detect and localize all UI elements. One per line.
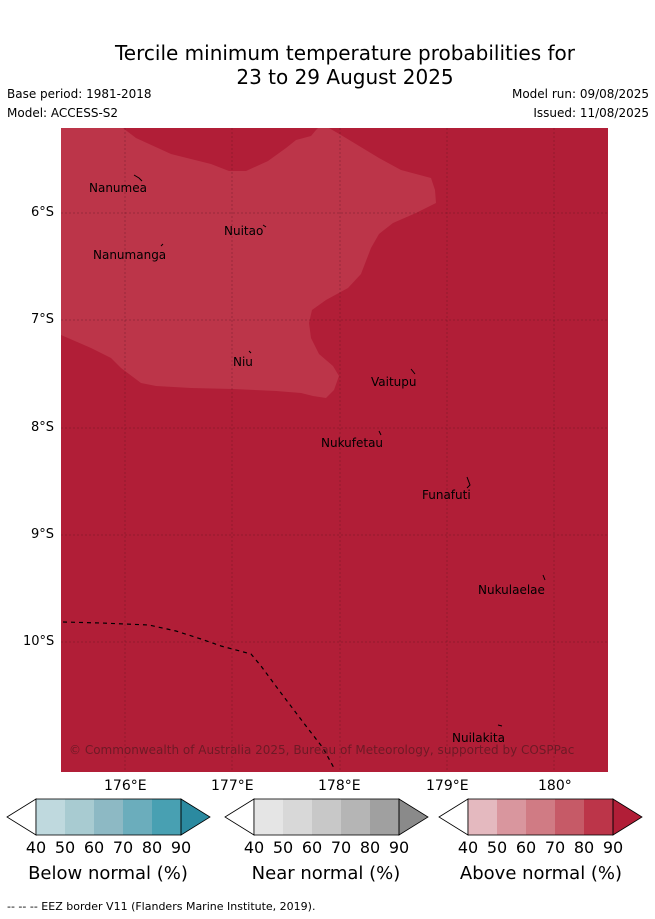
place-nukulaelae: Nukulaelae [478,583,545,597]
colorbar-swatch [497,799,526,835]
tick-near-40: 40 [243,838,265,857]
probability-map: Nanumea Nuitao Nanumanga Niu Vaitupu Nuk… [61,128,608,772]
lon-label-180: 180° [538,778,572,794]
colorbar-swatch [152,799,181,835]
colorbar-near-normal [224,798,429,836]
colorbar-swatch [584,799,613,835]
colorbar-low-extension [6,798,37,836]
colorbar-swatch [283,799,312,835]
colorbar-frame [253,798,400,836]
tick-near-80: 80 [359,838,381,857]
colorbar-swatch [526,799,555,835]
colorbar-high-extension [398,798,429,836]
colorbar-near-title: Near normal (%) [251,863,401,884]
colorbar-below-normal [6,798,211,836]
tick-below-70: 70 [112,838,134,857]
colorbar-swatch [36,799,65,835]
eez-border [62,621,335,769]
tick-below-50: 50 [54,838,76,857]
place-nukufetau: Nukufetau [321,436,383,450]
colorbar-frame [467,798,614,836]
colorbar-below-title: Below normal (%) [28,863,188,884]
colorbar-swatch [65,799,94,835]
tick-above-40: 40 [457,838,479,857]
tick-above-70: 70 [544,838,566,857]
colorbar-high-extension [180,798,211,836]
colorbar-swatch [254,799,283,835]
colorbar-swatch [94,799,123,835]
chart-title: Tercile minimum temperature probabilitie… [0,41,655,89]
tick-below-90: 90 [170,838,192,857]
colorbar-low-extension [438,798,469,836]
tick-above-90: 90 [602,838,624,857]
map-credit: © Commonwealth of Australia 2025, Bureau… [69,743,574,757]
tick-near-70: 70 [330,838,352,857]
colorbar-swatch [370,799,399,835]
place-nanumea: Nanumea [89,181,147,195]
place-funafuti: Funafuti [422,488,471,502]
place-nuilakita: Nuilakita [452,731,505,745]
title-line-2: 23 to 29 August 2025 [236,65,454,89]
lat-label-7s: 7°S [31,312,55,327]
place-niu: Niu [233,355,253,369]
tick-below-60: 60 [83,838,105,857]
tick-above-80: 80 [573,838,595,857]
tick-near-60: 60 [301,838,323,857]
colorbar-swatch [341,799,370,835]
tick-near-90: 90 [388,838,410,857]
lat-label-9s: 9°S [31,527,55,542]
colorbars [6,798,643,836]
tick-below-80: 80 [141,838,163,857]
tick-above-60: 60 [515,838,537,857]
colorbar-above-title: Above normal (%) [459,863,623,884]
colorbar-swatch [555,799,584,835]
place-vaitupu: Vaitupu [371,375,417,389]
model-label: Model: ACCESS-S2 [7,106,119,120]
lat-label-10s: 10°S [23,634,55,649]
above-normal-70-80-region [61,128,436,398]
place-nanumanga: Nanumanga [93,248,166,262]
model-run-label: Model run: 09/08/2025 [511,87,649,101]
tick-above-50: 50 [486,838,508,857]
colorbar-above-normal [438,798,643,836]
tick-near-50: 50 [272,838,294,857]
colorbar-high-extension [612,798,643,836]
lat-label-6s: 6°S [31,205,55,220]
place-nuitao: Nuitao [224,224,263,238]
lon-label-176e: 176°E [104,778,147,794]
base-period-label: Base period: 1981-2018 [7,87,152,101]
issued-label: Issued: 11/08/2025 [533,106,649,120]
lon-label-179e: 179°E [426,778,469,794]
lon-label-178e: 178°E [318,778,361,794]
colorbar-swatch [123,799,152,835]
tick-below-40: 40 [25,838,47,857]
colorbar-swatch [312,799,341,835]
lon-label-177e: 177°E [211,778,254,794]
colorbar-low-extension [224,798,255,836]
colorbar-swatch [468,799,497,835]
lat-label-8s: 8°S [31,420,55,435]
title-line-1: Tercile minimum temperature probabilitie… [114,41,576,65]
colorbar-frame [35,798,182,836]
island-outlines [133,174,546,727]
eez-footnote: -- -- -- EEZ border V11 (Flanders Marine… [7,900,316,913]
map-gridlines [61,128,608,772]
